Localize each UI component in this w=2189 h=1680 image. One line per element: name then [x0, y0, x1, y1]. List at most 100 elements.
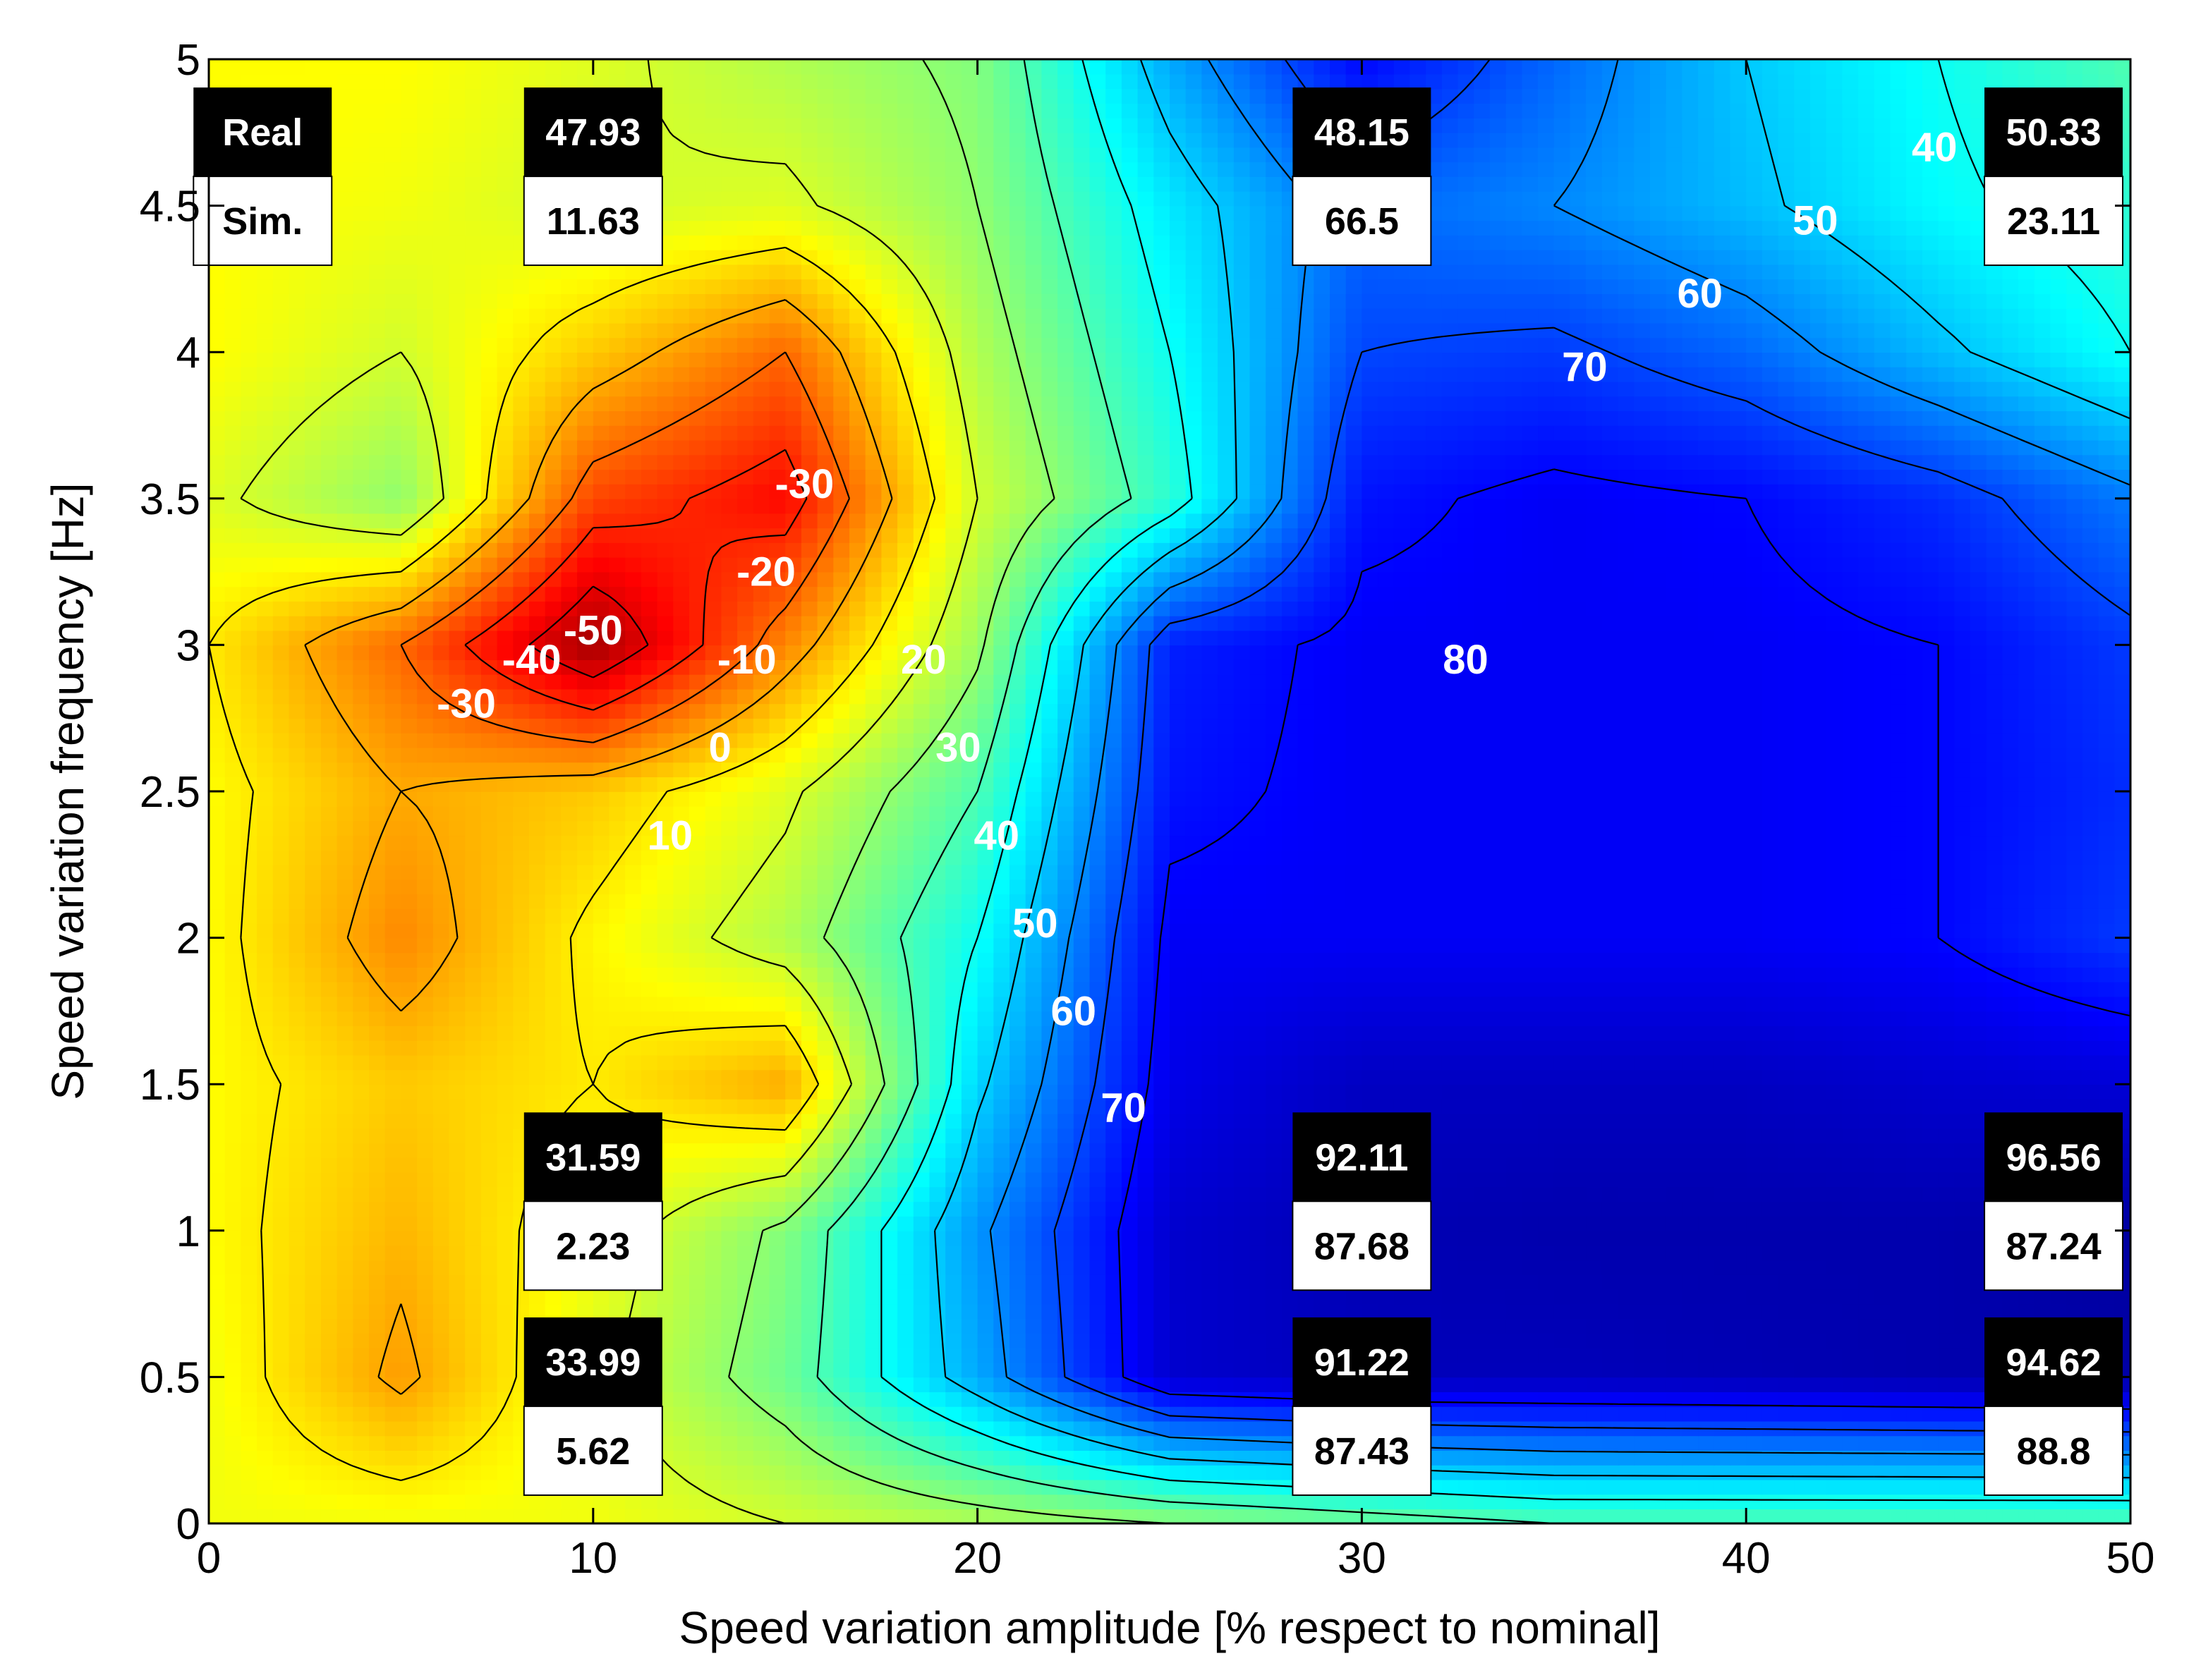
- heatmap-cell: [1666, 1392, 1683, 1407]
- heatmap-cell: [1922, 1318, 1939, 1334]
- heatmap-cell: [1201, 1274, 1218, 1290]
- heatmap-cell: [849, 1450, 866, 1466]
- heatmap-cell: [1618, 1025, 1635, 1041]
- heatmap-cell: [977, 1377, 995, 1392]
- heatmap-cell: [1778, 1069, 1795, 1085]
- heatmap-cell: [1474, 1113, 1491, 1129]
- heatmap-cell: [1970, 1201, 1987, 1217]
- heatmap-cell: [336, 1011, 354, 1026]
- heatmap-cell: [1441, 1450, 1459, 1466]
- heatmap-cell: [1441, 967, 1459, 982]
- heatmap-cell: [305, 981, 322, 997]
- heatmap-cell: [1201, 1011, 1218, 1026]
- heatmap-cell: [465, 967, 482, 982]
- heatmap-cell: [1874, 1347, 1891, 1363]
- heatmap-cell: [1906, 1347, 1923, 1363]
- heatmap-cell: [881, 1303, 898, 1320]
- heatmap-cell: [1666, 937, 1683, 954]
- heatmap-cell: [609, 1494, 626, 1510]
- heatmap-cell: [1218, 1420, 1235, 1437]
- heatmap-cell: [1041, 1318, 1058, 1334]
- heatmap-cell: [401, 1113, 418, 1129]
- heatmap-cell: [1890, 1143, 1907, 1158]
- heatmap-cell: [593, 1025, 610, 1041]
- heatmap-cell: [1570, 1216, 1587, 1231]
- heatmap-cell: [257, 1450, 274, 1466]
- heatmap-cell: [384, 1245, 402, 1261]
- heatmap-cell: [1490, 923, 1507, 939]
- heatmap-cell: [673, 1098, 690, 1114]
- heatmap-cell: [1682, 1392, 1699, 1407]
- heatmap-cell: [401, 1157, 418, 1173]
- heatmap-cell: [705, 1054, 722, 1071]
- heatmap-cell: [272, 1464, 290, 1480]
- heatmap-cell: [673, 1216, 690, 1231]
- heatmap-cell: [753, 1128, 770, 1144]
- heatmap-cell: [417, 1040, 434, 1056]
- heatmap-cell: [945, 923, 962, 939]
- heatmap-cell: [833, 1069, 850, 1085]
- heatmap-cell: [1698, 981, 1715, 997]
- heatmap-cell: [881, 937, 898, 954]
- heatmap-cell: [1682, 1230, 1699, 1246]
- heatmap-cell: [1170, 923, 1187, 939]
- heatmap-cell: [401, 1392, 418, 1407]
- heatmap-cell: [1986, 967, 2003, 982]
- heatmap-cell: [1650, 1289, 1667, 1305]
- heatmap-cell: [785, 1171, 802, 1188]
- heatmap-cell: [1538, 1084, 1555, 1100]
- heatmap-cell: [401, 1333, 418, 1349]
- heatmap-cell: [1426, 1494, 1443, 1510]
- heatmap-cell: [369, 1201, 386, 1217]
- heatmap-cell: [1890, 1318, 1907, 1334]
- heatmap-cell: [1842, 996, 1859, 1012]
- heatmap-cell: [1666, 1098, 1683, 1114]
- heatmap-cell: [1218, 1171, 1235, 1188]
- heatmap-cell: [1666, 1245, 1683, 1261]
- heatmap-cell: [1858, 1260, 1875, 1275]
- heatmap-cell: [1601, 1303, 1619, 1320]
- heatmap-cell: [1922, 1040, 1939, 1056]
- heatmap-cell: [480, 1392, 498, 1407]
- heatmap-cell: [1266, 1362, 1283, 1378]
- heatmap-cell: [1266, 1318, 1283, 1334]
- heatmap-cell: [993, 952, 1010, 968]
- heatmap-cell: [929, 1040, 946, 1056]
- heatmap-cell: [1457, 952, 1475, 968]
- heatmap-cell: [961, 1274, 978, 1290]
- heatmap-cell: [1041, 923, 1058, 939]
- heatmap-cell: [1634, 1011, 1651, 1026]
- heatmap-cell: [1314, 1025, 1330, 1041]
- heatmap-cell: [593, 981, 610, 997]
- heatmap-cell: [432, 1450, 450, 1466]
- heatmap-cell: [241, 1509, 257, 1524]
- heatmap-cell: [1922, 1230, 1939, 1246]
- heatmap-cell: [897, 1260, 914, 1275]
- heatmap-cell: [1842, 1157, 1859, 1173]
- heatmap-cell: [1538, 1509, 1555, 1524]
- heatmap-cell: [865, 1406, 883, 1422]
- heatmap-cell: [257, 1392, 274, 1407]
- heatmap-cell: [1922, 1303, 1939, 1320]
- heatmap-cell: [1553, 1171, 1571, 1188]
- heatmap-cell: [1682, 1171, 1699, 1188]
- heatmap-cell: [289, 1289, 305, 1305]
- heatmap-cell: [1330, 996, 1347, 1012]
- heatmap-cell: [1474, 1128, 1491, 1144]
- heatmap-cell: [897, 908, 914, 924]
- heatmap-cell: [1922, 1098, 1939, 1114]
- heatmap-cell: [449, 1494, 466, 1510]
- heatmap-cell: [961, 1098, 978, 1114]
- heatmap-cell: [241, 1245, 257, 1261]
- heatmap-cell: [1314, 908, 1330, 924]
- heatmap-cell: [1634, 1040, 1651, 1056]
- heatmap-cell: [1618, 1171, 1635, 1188]
- heatmap-cell: [2002, 1509, 2019, 1524]
- heatmap-cell: [257, 1128, 274, 1144]
- heatmap-cell: [480, 1435, 498, 1451]
- heatmap-cell: [993, 1362, 1010, 1378]
- heatmap-cell: [497, 1011, 514, 1026]
- heatmap-cell: [625, 1098, 642, 1114]
- heatmap-cell: [336, 1450, 354, 1466]
- heatmap-cell: [1650, 1054, 1667, 1071]
